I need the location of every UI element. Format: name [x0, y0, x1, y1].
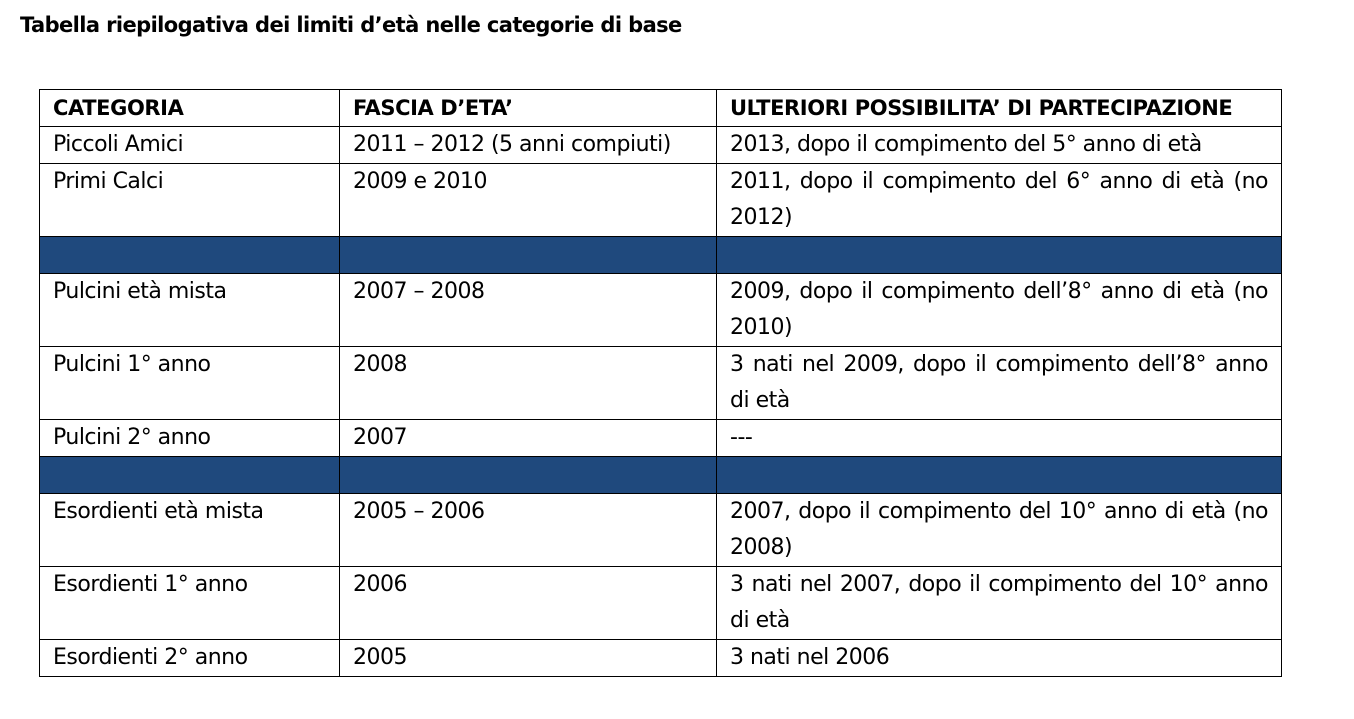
- table-row: Primi Calci 2009 e 2010 2011, dopo il co…: [39, 163, 1282, 237]
- divider-cell: [39, 456, 340, 494]
- table-row: Esordienti 1° anno 2006 3 nati nel 2007,…: [39, 566, 1282, 640]
- cell-ulteriori-possibilita: ---: [716, 419, 1282, 457]
- cell-ulteriori-possibilita: 2011, dopo il compimento del 6° anno di …: [716, 163, 1282, 237]
- group-divider-row: [39, 456, 1282, 494]
- cell-ulteriori-possibilita: 3 nati nel 2007, dopo il compimento del …: [716, 566, 1282, 640]
- cell-ulteriori-possibilita: 2007, dopo il compimento del 10° anno di…: [716, 493, 1282, 567]
- header-categoria: CATEGORIA: [39, 89, 340, 127]
- table-row: Pulcini età mista 2007 – 2008 2009, dopo…: [39, 273, 1282, 347]
- cell-ulteriori-possibilita: 2013, dopo il compimento del 5° anno di …: [716, 126, 1282, 164]
- cell-fascia-eta: 2005 – 2006: [339, 493, 717, 567]
- cell-categoria: Pulcini 1° anno: [39, 346, 340, 420]
- cell-categoria: Piccoli Amici: [39, 126, 340, 164]
- cell-fascia-eta: 2007 – 2008: [339, 273, 717, 347]
- cell-fascia-eta: 2008: [339, 346, 717, 420]
- table-row: Pulcini 1° anno 2008 3 nati nel 2009, do…: [39, 346, 1282, 420]
- table-row: Esordienti età mista 2005 – 2006 2007, d…: [39, 493, 1282, 567]
- cell-fascia-eta: 2005: [339, 639, 717, 677]
- cell-ulteriori-possibilita: 3 nati nel 2009, dopo il compimento dell…: [716, 346, 1282, 420]
- divider-cell: [716, 456, 1282, 494]
- cell-categoria: Primi Calci: [39, 163, 340, 237]
- divider-cell: [339, 236, 717, 274]
- header-fascia-eta: FASCIA D’ETA’: [339, 89, 717, 127]
- cell-categoria: Pulcini 2° anno: [39, 419, 340, 457]
- divider-cell: [716, 236, 1282, 274]
- table-row: Esordienti 2° anno 2005 3 nati nel 2006: [39, 639, 1282, 677]
- table-row: Pulcini 2° anno 2007 ---: [39, 419, 1282, 457]
- table-row: Piccoli Amici 2011 – 2012 (5 anni compiu…: [39, 126, 1282, 164]
- cell-categoria: Pulcini età mista: [39, 273, 340, 347]
- divider-cell: [39, 236, 340, 274]
- cell-categoria: Esordienti 2° anno: [39, 639, 340, 677]
- cell-categoria: Esordienti 1° anno: [39, 566, 340, 640]
- cell-fascia-eta: 2009 e 2010: [339, 163, 717, 237]
- table-header-row: CATEGORIA FASCIA D’ETA’ ULTERIORI POSSIB…: [39, 89, 1282, 127]
- cell-ulteriori-possibilita: 3 nati nel 2006: [716, 639, 1282, 677]
- cell-categoria: Esordienti età mista: [39, 493, 340, 567]
- cell-fascia-eta: 2007: [339, 419, 717, 457]
- document-title: Tabella riepilogativa dei limiti d’età n…: [20, 13, 682, 37]
- cell-ulteriori-possibilita: 2009, dopo il compimento dell’8° anno di…: [716, 273, 1282, 347]
- cell-fascia-eta: 2011 – 2012 (5 anni compiuti): [339, 126, 717, 164]
- divider-cell: [339, 456, 717, 494]
- age-limits-table: CATEGORIA FASCIA D’ETA’ ULTERIORI POSSIB…: [39, 89, 1282, 677]
- cell-fascia-eta: 2006: [339, 566, 717, 640]
- group-divider-row: [39, 236, 1282, 274]
- header-ulteriori-possibilita: ULTERIORI POSSIBILITA’ DI PARTECIPAZIONE: [716, 89, 1282, 127]
